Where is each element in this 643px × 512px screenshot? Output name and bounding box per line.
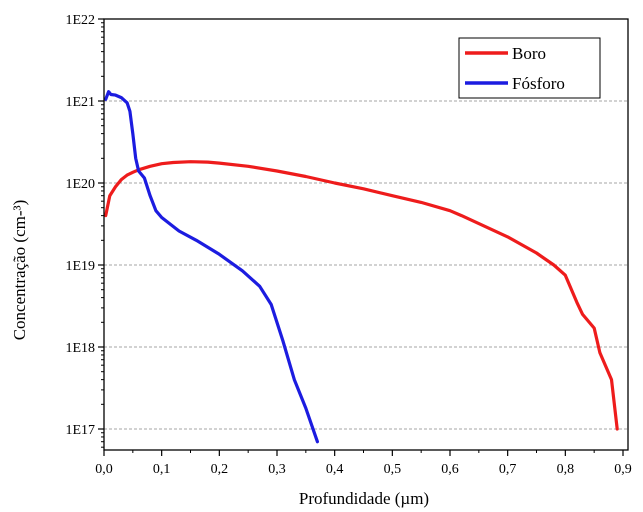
- x-tick-label: 0,6: [441, 462, 459, 477]
- legend-label: Fósforo: [512, 74, 565, 93]
- x-tick-label: 0,0: [95, 462, 113, 477]
- x-tick-label: 0,2: [211, 462, 229, 477]
- x-tick-label: 0,5: [384, 462, 402, 477]
- series-line-boro: [104, 160, 619, 431]
- series-layer: [104, 90, 619, 444]
- axis-ticks: [98, 18, 624, 456]
- grid-lines: [104, 100, 628, 430]
- x-axis-title: Profundidade (µm): [299, 489, 429, 508]
- series-line-fosforo: [104, 90, 319, 444]
- legend-label: Boro: [512, 44, 546, 63]
- x-tick-labels: 0,0 0,1 0,2 0,3 0,4 0,5 0,6 0,7 0,8 0,9: [95, 462, 632, 477]
- x-tick-label: 0,3: [268, 462, 286, 477]
- y-tick-label: 1E21: [65, 95, 95, 110]
- y-tick-label: 1E22: [65, 13, 95, 28]
- x-tick-label: 0,4: [326, 462, 344, 477]
- x-tick-label: 0,1: [153, 462, 171, 477]
- y-tick-label: 1E19: [65, 259, 95, 274]
- plot-frame: [103, 18, 629, 451]
- y-axis-title: Concentração (cm-³): [10, 200, 29, 341]
- legend-box: [458, 37, 601, 99]
- x-tick-label: 0,7: [499, 462, 517, 477]
- y-tick-labels: 1E17 1E18 1E19 1E20 1E21 1E22: [65, 13, 95, 438]
- y-tick-label: 1E20: [65, 177, 95, 192]
- y-tick-label: 1E17: [65, 423, 95, 438]
- y-tick-label: 1E18: [65, 341, 95, 356]
- x-tick-label: 0,8: [557, 462, 575, 477]
- x-tick-label: 0,9: [614, 462, 632, 477]
- legend: Boro Fósforo: [458, 37, 601, 99]
